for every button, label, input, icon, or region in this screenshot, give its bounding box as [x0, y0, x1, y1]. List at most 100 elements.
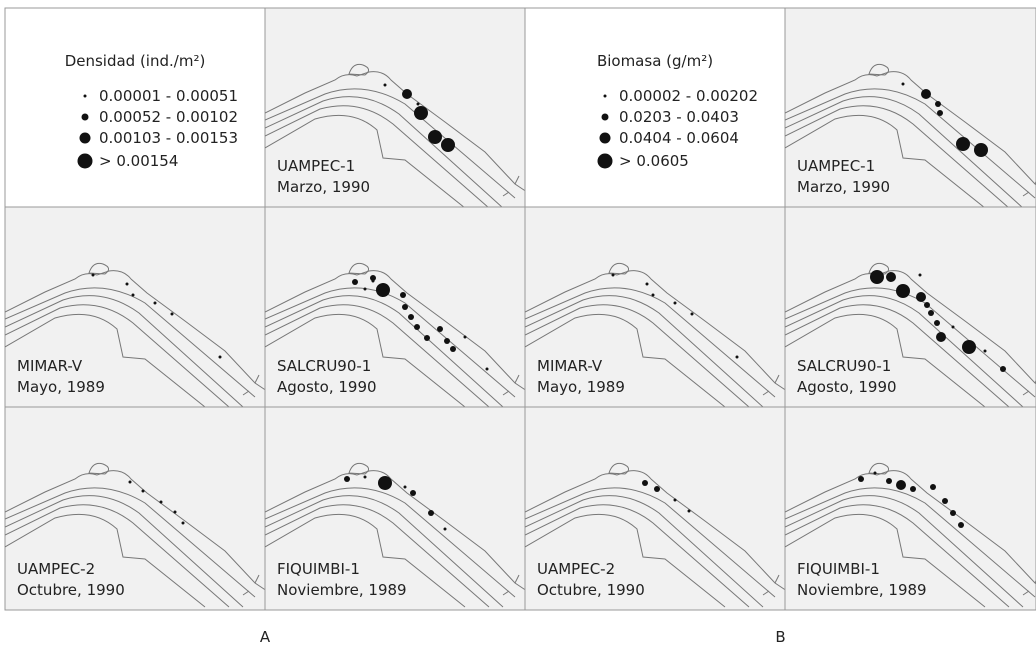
cruise-date: Noviembre, 1989 — [797, 581, 927, 599]
station — [645, 282, 649, 286]
panel: Densidad (ind./m²) 0.00001 - 0.00051 0.000… — [4, 7, 526, 646]
station — [414, 106, 428, 120]
station — [896, 480, 906, 490]
station — [363, 287, 367, 291]
map — [265, 262, 525, 407]
map-background — [524, 406, 786, 611]
station — [951, 325, 955, 329]
cruise-name: SALCRU90-1 — [797, 357, 891, 375]
map — [5, 462, 265, 608]
station — [642, 480, 648, 486]
cruise-name: SALCRU90-1 — [277, 357, 371, 375]
station — [916, 292, 926, 302]
station — [974, 143, 988, 157]
station — [937, 110, 943, 116]
legend-title: Densidad (ind./m²) — [65, 52, 206, 70]
station — [363, 475, 367, 479]
legend-symbol — [597, 153, 613, 169]
legend-label: 0.00052 - 0.00102 — [99, 108, 238, 126]
map-cell: SALCRU90-1 Agosto, 1990 — [784, 206, 1036, 408]
station — [924, 302, 930, 308]
station — [181, 521, 185, 525]
station — [962, 340, 976, 354]
cruise-name: MIMAR-V — [17, 357, 83, 375]
station — [858, 476, 864, 482]
station — [344, 476, 350, 482]
station — [383, 83, 387, 87]
station — [91, 273, 95, 277]
map — [265, 462, 525, 608]
map-cell: FIQUIMBI-1 Noviembre, 1989 — [784, 406, 1036, 611]
cruise-date: Mayo, 1989 — [537, 378, 625, 396]
station — [950, 510, 956, 516]
legend-label: > 0.0605 — [619, 152, 689, 170]
station — [428, 130, 442, 144]
station — [159, 500, 163, 504]
station — [450, 346, 456, 352]
map-cell: FIQUIMBI-1 Noviembre, 1989 — [264, 406, 526, 611]
cruise-name: UAMPEC-1 — [797, 157, 875, 175]
station — [611, 273, 615, 277]
cruise-name: MIMAR-V — [537, 357, 603, 375]
legend-symbol — [81, 113, 89, 121]
station — [673, 301, 677, 305]
cruise-date: Noviembre, 1989 — [277, 581, 407, 599]
station — [673, 498, 677, 502]
map-cell: SALCRU90-1 Agosto, 1990 — [264, 206, 526, 408]
station — [403, 485, 407, 489]
legend-symbol — [83, 94, 87, 98]
cruise-date: Mayo, 1989 — [17, 378, 105, 396]
station — [936, 332, 946, 342]
station — [921, 89, 931, 99]
panel-label: B — [775, 628, 785, 646]
cruise-name: FIQUIMBI-1 — [277, 560, 360, 578]
station — [416, 102, 420, 106]
station — [128, 480, 132, 484]
cruise-name: UAMPEC-1 — [277, 157, 355, 175]
legend-label: 0.0203 - 0.0403 — [619, 108, 739, 126]
map-background — [264, 206, 526, 408]
station — [735, 355, 739, 359]
station — [408, 314, 414, 320]
station — [870, 270, 884, 284]
legend-symbol — [79, 132, 91, 144]
station — [873, 471, 877, 475]
station — [131, 293, 135, 297]
station — [463, 335, 467, 339]
station — [428, 510, 434, 516]
cruise-date: Octubre, 1990 — [537, 581, 645, 599]
map-background — [4, 206, 266, 408]
station — [958, 522, 964, 528]
legend-symbol — [603, 94, 607, 98]
cruise-name: UAMPEC-2 — [537, 560, 615, 578]
map — [785, 262, 1036, 407]
cruise-name: UAMPEC-2 — [17, 560, 95, 578]
station — [414, 324, 420, 330]
legend-label: 0.00002 - 0.00202 — [619, 87, 758, 105]
station — [400, 292, 406, 298]
map-background — [784, 406, 1036, 611]
station — [690, 312, 694, 316]
legend-symbol — [599, 132, 611, 144]
station — [125, 282, 129, 286]
map-cell: MIMAR-V Mayo, 1989 — [4, 206, 266, 408]
station — [886, 478, 892, 484]
station — [918, 273, 922, 277]
station — [886, 272, 896, 282]
station — [402, 89, 412, 99]
station — [956, 137, 970, 151]
cruise-date: Agosto, 1990 — [277, 378, 377, 396]
map — [785, 63, 1036, 207]
station — [654, 486, 660, 492]
station — [934, 320, 940, 326]
station — [942, 498, 948, 504]
panel-label: A — [260, 628, 271, 646]
station — [910, 486, 916, 492]
station — [935, 101, 941, 107]
cruise-date: Marzo, 1990 — [277, 178, 370, 196]
map — [785, 462, 1036, 608]
station — [896, 284, 910, 298]
station — [901, 82, 905, 86]
legend-symbol — [77, 153, 93, 169]
station — [928, 310, 934, 316]
